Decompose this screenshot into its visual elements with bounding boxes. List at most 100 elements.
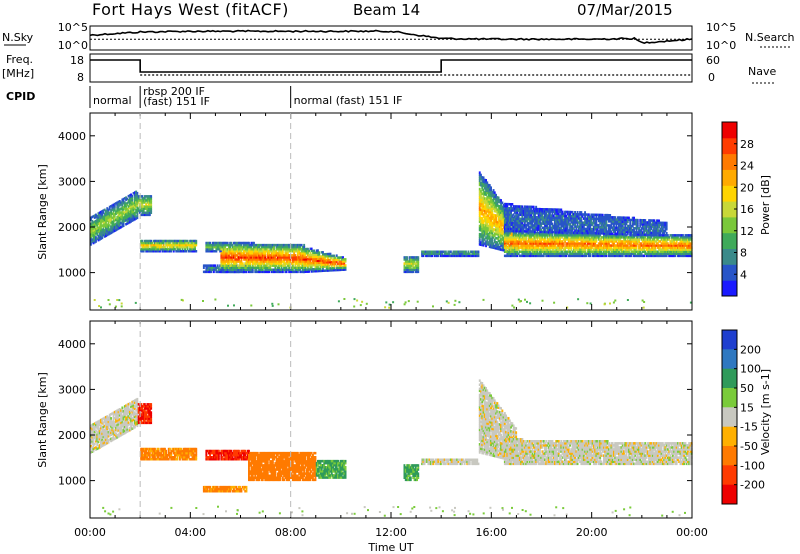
echo-cell xyxy=(216,270,219,274)
echo-cell xyxy=(534,230,536,233)
echo-cell xyxy=(155,245,158,249)
echo-cell xyxy=(585,234,588,237)
echo-cell xyxy=(264,270,267,274)
echo-cell xyxy=(673,238,676,241)
echo-cell xyxy=(340,256,343,259)
echo-cell xyxy=(318,257,321,260)
echo-cell xyxy=(488,200,491,203)
echo-cell xyxy=(512,213,515,216)
echo-cell xyxy=(429,252,432,255)
echo-cell xyxy=(523,240,526,243)
echo-cell xyxy=(265,266,268,269)
echo-cell xyxy=(497,239,500,242)
echo-cell xyxy=(641,244,644,247)
echo-cell xyxy=(211,248,214,251)
echo-cell xyxy=(412,268,415,271)
echo-cell xyxy=(654,236,657,239)
echo-cell xyxy=(259,264,262,267)
echo-cell xyxy=(674,238,677,241)
echo-cell xyxy=(535,226,538,229)
echo-cell xyxy=(226,252,229,255)
echo-cell xyxy=(569,232,571,235)
echo-cell xyxy=(682,238,684,241)
echo-cell xyxy=(609,234,612,237)
echo-cell xyxy=(603,240,605,243)
echo-cell xyxy=(517,246,520,249)
echo-cell xyxy=(654,246,657,249)
echo-cell xyxy=(260,252,263,255)
echo-cell xyxy=(256,248,259,251)
echo-cell xyxy=(248,248,250,251)
echo-cell xyxy=(537,220,540,223)
echo-cell xyxy=(554,240,556,243)
echo-cell xyxy=(233,264,235,267)
echo-cell xyxy=(527,205,530,209)
echo-cell xyxy=(209,241,211,245)
echo-cell xyxy=(516,221,519,225)
echo-cell xyxy=(116,219,119,223)
echo-cell xyxy=(421,254,423,258)
echo-cell xyxy=(96,219,99,222)
echo-cell xyxy=(608,234,610,237)
echo-cell xyxy=(437,254,440,258)
echo-cell xyxy=(276,243,279,247)
echo-cell xyxy=(650,248,653,251)
echo-cell xyxy=(283,248,285,251)
echo-cell xyxy=(531,205,534,209)
echo-cell xyxy=(671,246,674,249)
echo-cell xyxy=(542,230,545,234)
echo-cell xyxy=(296,256,299,259)
echo-cell xyxy=(236,254,239,257)
echo-cell xyxy=(535,207,538,211)
echo-cell xyxy=(90,228,92,232)
echo-cell xyxy=(310,270,313,273)
echo-cell xyxy=(245,252,248,255)
echo-cell xyxy=(105,226,107,229)
echo-cell xyxy=(246,264,249,267)
echo-cell xyxy=(417,270,420,274)
echo-cell xyxy=(592,234,595,237)
echo-cell xyxy=(480,198,482,201)
echo-cell xyxy=(186,245,189,249)
echo-cell xyxy=(167,250,170,253)
echo-cell xyxy=(616,254,619,258)
echo-cell xyxy=(264,268,267,271)
echo-cell xyxy=(141,239,144,243)
echo-cell xyxy=(141,195,144,198)
echo-cell xyxy=(492,224,495,227)
echo-cell xyxy=(220,264,223,267)
echo-cell xyxy=(564,254,566,258)
echo-cell xyxy=(291,266,294,269)
echo-cell xyxy=(234,250,237,253)
echo-cell xyxy=(577,248,580,251)
echo-cell xyxy=(544,252,546,255)
echo-cell xyxy=(480,210,482,214)
echo-cell xyxy=(522,232,525,235)
echo-cell xyxy=(169,245,171,249)
echo-cell xyxy=(687,234,689,237)
echo-cell xyxy=(527,250,530,253)
echo-cell xyxy=(502,205,505,209)
echo-cell xyxy=(636,250,639,253)
echo-cell xyxy=(289,268,292,271)
echo-cell xyxy=(565,238,568,241)
echo-cell xyxy=(512,205,515,208)
echo-cell xyxy=(658,246,660,249)
freq-unit: [MHz] xyxy=(2,67,34,80)
echo-cell xyxy=(107,216,110,220)
echo-cell xyxy=(439,250,442,253)
echo-cell xyxy=(665,254,668,258)
echo-cell xyxy=(233,270,235,274)
echo-cell xyxy=(590,250,593,253)
echo-cell xyxy=(299,266,302,269)
echo-cell xyxy=(530,254,533,258)
echo-cell xyxy=(495,220,497,223)
echo-cell xyxy=(100,223,102,226)
echo-cell xyxy=(278,266,280,269)
echo-cell xyxy=(546,250,549,253)
echo-cell xyxy=(142,241,145,245)
echo-cell xyxy=(334,256,337,260)
echo-cell xyxy=(688,248,691,251)
echo-cell xyxy=(493,228,496,231)
echo-cell xyxy=(503,250,506,253)
